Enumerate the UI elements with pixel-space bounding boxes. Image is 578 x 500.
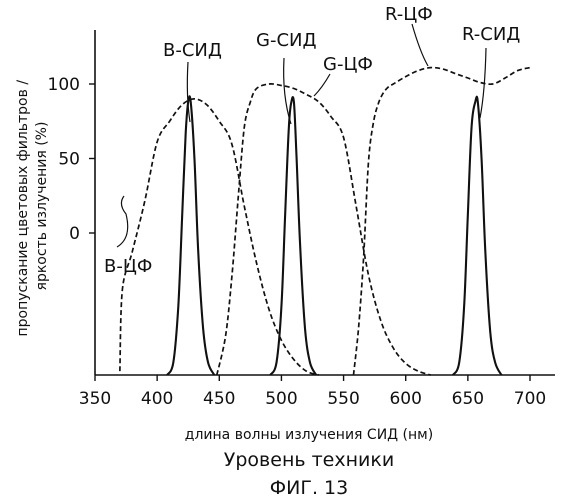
series-line-g-сид xyxy=(270,97,316,375)
label-g-led: G-СИД xyxy=(256,30,317,51)
x-tick-label: 400 xyxy=(141,389,173,409)
x-axis-label: длина волны излучения СИД (нм) xyxy=(185,427,433,443)
figure-caption: ФИГ. 13 xyxy=(270,477,348,499)
x-tick-label: 650 xyxy=(452,389,484,409)
y-tick-label: 0 xyxy=(69,224,80,244)
leader-r-cf xyxy=(412,24,428,66)
label-b-cf: B-ЦФ xyxy=(104,256,152,277)
label-r-led: R-СИД xyxy=(462,24,520,45)
y-axis-label-line1: пропускание цветовых фильтров / xyxy=(15,80,31,337)
x-tick-label: 350 xyxy=(79,389,111,409)
caption-subtitle: Уровень техники xyxy=(224,449,394,471)
series-line-r-цф xyxy=(354,68,530,375)
x-tick-label: 500 xyxy=(265,389,297,409)
label-g-cf: G-ЦФ xyxy=(323,54,373,75)
series-line-r-сид xyxy=(453,97,501,375)
x-tick-label: 550 xyxy=(327,389,359,409)
y-axis-label: пропускание цветовых фильтров / яркость … xyxy=(15,76,50,337)
label-r-cf: R-ЦФ xyxy=(385,4,433,25)
x-tick-label: 700 xyxy=(514,389,546,409)
label-b-led: B-СИД xyxy=(163,40,222,61)
y-tick-label: 50 xyxy=(58,150,80,170)
leader-g-cf xyxy=(314,74,330,96)
x-tick-group: 350 400 450 500 550 600 650 700 xyxy=(79,375,546,409)
x-tick-label: 450 xyxy=(203,389,235,409)
series-layer xyxy=(120,68,530,375)
x-tick-label: 600 xyxy=(389,389,421,409)
y-tick-label: 100 xyxy=(48,75,80,95)
series-line-b-сид xyxy=(167,96,214,375)
y-axis-label-line2: яркость излучения (%) xyxy=(34,122,50,291)
y-tick-group: 0 50 100 xyxy=(48,75,95,244)
leader-b-cf xyxy=(117,196,128,247)
